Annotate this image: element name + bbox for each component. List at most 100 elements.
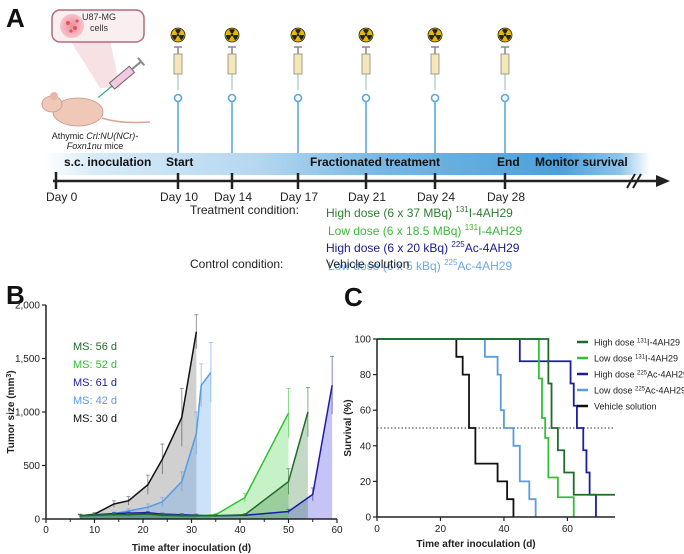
phase-monitor: Monitor survival <box>535 155 628 169</box>
y-axis-title: Survival (%) <box>343 399 354 456</box>
y-tick-label: 1,000 <box>15 408 40 419</box>
day-label: Day 10 <box>160 190 199 204</box>
day-label: Day 0 <box>46 190 78 204</box>
x-tick-label: 0 <box>43 525 49 536</box>
y-tick-label: 80 <box>360 370 372 381</box>
median-survival-label: MS: 52 d <box>73 359 117 371</box>
survival-curve-vehicle <box>377 338 515 517</box>
area-high_225 <box>79 385 333 519</box>
timeline-arrow-icon <box>656 175 670 187</box>
treatment-condition-label: Treatment condition: <box>190 203 299 217</box>
pin-head <box>361 93 371 103</box>
x-tick-label: 0 <box>374 524 380 535</box>
legend-label: High dose 131I-4AH29 <box>594 338 680 348</box>
pin-head <box>293 93 303 103</box>
radiation-icon <box>497 27 513 43</box>
injection-marker <box>290 27 306 153</box>
x-tick-label: 10 <box>89 525 101 536</box>
treatment-item: High dose (6 x 37 MBq) 131I-4AH29 <box>326 205 513 220</box>
treatment-item: Low dose (6 x 18.5 MBq) 131I-4AH29 <box>328 222 523 238</box>
callout-beam <box>70 40 120 88</box>
injection-marker <box>224 27 240 153</box>
syringe-icon <box>361 46 371 90</box>
line-vehicle <box>79 331 198 517</box>
y-tick-label: 0 <box>34 515 40 526</box>
pin-head <box>227 93 237 103</box>
phase-start: Start <box>166 155 194 169</box>
area-low_131 <box>79 413 289 519</box>
day-label: Day 14 <box>214 190 253 204</box>
control-vehicle: Vehicle solution <box>326 257 410 271</box>
syringe-icon <box>500 46 510 90</box>
x-tick-label: 50 <box>283 525 295 536</box>
legend-item: High dose 225Ac-4AH29 <box>577 370 684 380</box>
syringe-icon <box>293 46 303 90</box>
injection-marker <box>497 27 513 153</box>
radiation-icon <box>224 27 240 43</box>
control-condition-label: Control condition: <box>190 257 284 271</box>
x-tick-label: 40 <box>498 524 510 535</box>
inoculation-syringe-icon <box>97 57 146 99</box>
line-high_131 <box>79 411 309 517</box>
panel-a-letter: A <box>6 3 25 33</box>
mouse-label-line2: Foxn1nu mice <box>67 141 124 151</box>
y-tick-label: 40 <box>360 441 372 452</box>
legend-label: Low dose 131I-4AH29 <box>594 354 678 364</box>
panel-c-letter: C <box>344 282 363 312</box>
timeline-band <box>45 153 650 175</box>
pin-head <box>430 93 440 103</box>
injection-marker <box>170 27 186 153</box>
mouse-icon <box>41 92 151 127</box>
cell-label-line1: U87-MG <box>82 12 117 22</box>
panel-b-letter: B <box>6 280 25 310</box>
treatment-item: Low dose (6 x 5 kBq) 225Ac-4AH29 <box>328 257 513 273</box>
legend-item: High dose 131I-4AH29 <box>577 338 680 348</box>
legend-item: Low dose 131I-4AH29 <box>577 354 678 364</box>
axis-break-icon <box>626 173 642 189</box>
cell-cluster-icon <box>60 14 84 38</box>
area-vehicle <box>79 331 197 519</box>
x-tick-label: 60 <box>562 524 574 535</box>
injection-marker <box>358 27 374 153</box>
day-label: Day 21 <box>348 190 387 204</box>
phase-treatment: Fractionated treatment <box>310 155 441 169</box>
cell-label-line2: cells <box>90 23 109 33</box>
y-tick-label: 2,000 <box>15 301 40 312</box>
legend-label: High dose 225Ac-4AH29 <box>594 370 684 380</box>
survival-curve-high_131 <box>377 338 615 496</box>
median-survival-label: MS: 30 d <box>73 413 117 425</box>
x-axis-title: Time after inoculation (d) <box>132 543 251 554</box>
mouse-label-line1: Athymic Crl:NU(NCr)- <box>52 131 139 141</box>
syringe-icon <box>430 46 440 90</box>
x-tick-label: 60 <box>331 525 343 536</box>
timeline-figure: Athymic Crl:NU(NCr)- Foxn1nu mice <box>41 9 670 189</box>
y-axis-title: Tumor size (mm3) <box>6 370 18 453</box>
median-survival-label: MS: 61 d <box>73 377 117 389</box>
y-tick-label: 500 <box>23 461 40 472</box>
x-axis-title: Time after inoculation (d) <box>416 539 535 550</box>
median-survival-label: MS: 42 d <box>73 395 117 407</box>
phase-end: End <box>497 155 520 169</box>
tumor-growth-chart: 0 10 20 30 40 50 60 0 500 1,000 1,500 2,000 Time aft… <box>6 301 343 554</box>
pin-head <box>500 93 510 103</box>
area-high_131 <box>79 412 308 519</box>
x-tick-label: 20 <box>435 524 447 535</box>
y-tick-label: 20 <box>360 477 372 488</box>
radiation-icon <box>427 27 443 43</box>
pin-head <box>173 93 183 103</box>
day-label: Day 17 <box>280 190 319 204</box>
syringe-icon <box>227 46 237 90</box>
y-tick-label: 100 <box>354 335 371 346</box>
y-tick-label: 60 <box>360 406 372 417</box>
survival-chart: 0 20 40 60 0 20 40 60 80 100 Time after inoculatio… <box>343 335 684 551</box>
day-label: Day 24 <box>417 190 456 204</box>
syringe-icon <box>173 46 183 90</box>
survival-curve-high_225 <box>377 338 597 517</box>
legend-label: Vehicle solution <box>594 402 657 412</box>
treatment-item: High dose (6 x 20 kBq) 225Ac-4AH29 <box>326 240 520 255</box>
radiation-icon <box>170 27 186 43</box>
median-survival-label: MS: 56 d <box>73 341 117 353</box>
x-tick-label: 30 <box>186 525 198 536</box>
cell-callout <box>51 9 145 88</box>
radiation-icon <box>358 27 374 43</box>
